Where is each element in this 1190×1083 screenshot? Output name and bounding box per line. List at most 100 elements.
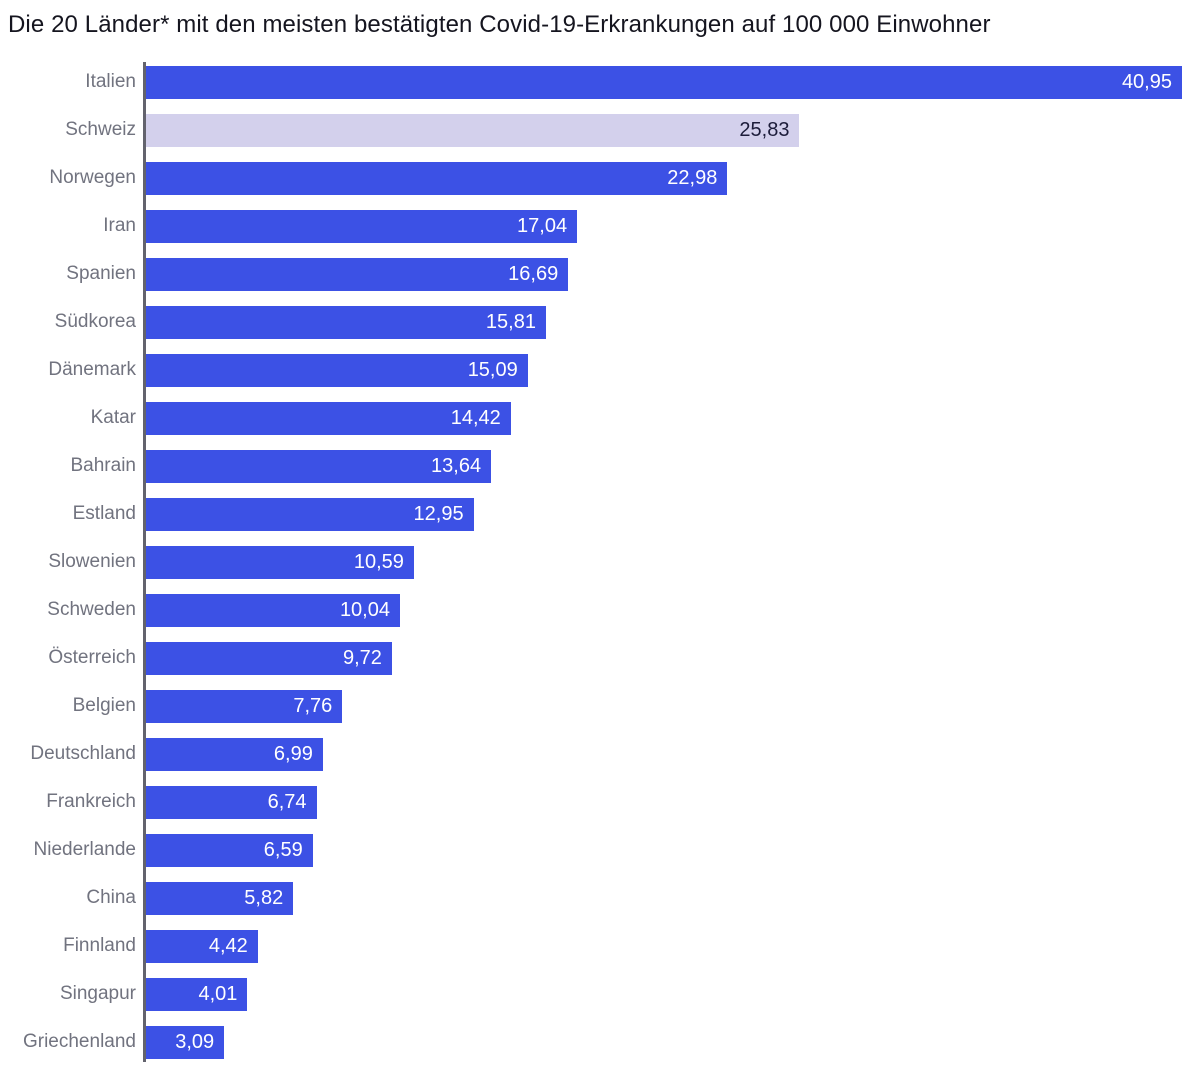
bar-track: 14,42: [143, 394, 1190, 442]
chart-row: Schweiz 25,83: [0, 106, 1190, 154]
chart-row: Katar 14,42: [0, 394, 1190, 442]
bar: 10,59: [146, 545, 414, 579]
chart-row: Iran 17,04: [0, 202, 1190, 250]
country-label: Katar: [90, 407, 136, 428]
bar-track: 22,98: [143, 154, 1190, 202]
country-label: Südkorea: [54, 311, 136, 332]
chart-row: Deutschland 6,99: [0, 730, 1190, 778]
chart-title: Die 20 Länder* mit den meisten bestätigt…: [8, 11, 991, 38]
bar-track: 10,59: [143, 538, 1190, 586]
bar: 40,95: [146, 65, 1182, 99]
value-label: 5,82: [244, 886, 284, 909]
bar-track: 9,72: [143, 634, 1190, 682]
value-label: 10,59: [353, 550, 404, 573]
bar: 17,04: [146, 209, 578, 243]
bar: 13,64: [146, 449, 492, 483]
value-label: 22,98: [667, 166, 718, 189]
country-label: Iran: [103, 215, 136, 236]
bar: 12,95: [146, 497, 474, 531]
bar: 7,76: [146, 689, 343, 723]
country-label: Slowenien: [48, 551, 136, 572]
country-label: Finnland: [63, 935, 136, 956]
bar-track: 40,95: [143, 58, 1190, 106]
bar-track: 7,76: [143, 682, 1190, 730]
bar: 25,83: [146, 113, 800, 147]
bar-track: 4,42: [143, 922, 1190, 970]
value-label: 10,04: [339, 598, 390, 621]
chart-row: Estland 12,95: [0, 490, 1190, 538]
country-label: Schweiz: [65, 119, 136, 140]
value-label: 9,72: [342, 646, 382, 669]
bar-track: 12,95: [143, 490, 1190, 538]
bar-track: 25,83: [143, 106, 1190, 154]
bar-track: 17,04: [143, 202, 1190, 250]
value-label: 3,09: [175, 1030, 215, 1053]
value-label: 6,59: [263, 838, 303, 861]
bar: 14,42: [146, 401, 511, 435]
bar: 6,74: [146, 785, 317, 819]
chart-row: Spanien 16,69: [0, 250, 1190, 298]
bar: 5,82: [146, 881, 294, 915]
chart-row: Norwegen 22,98: [0, 154, 1190, 202]
bar-track: 13,64: [143, 442, 1190, 490]
chart-row: Griechenland 3,09: [0, 1018, 1190, 1066]
bar-track: 15,81: [143, 298, 1190, 346]
value-label: 16,69: [508, 262, 559, 285]
value-label: 40,95: [1121, 70, 1172, 93]
country-label: Griechenland: [22, 1031, 136, 1052]
value-label: 7,76: [293, 694, 333, 717]
value-label: 4,42: [208, 934, 248, 957]
bar-track: 6,99: [143, 730, 1190, 778]
bar-track: 15,09: [143, 346, 1190, 394]
chart-row: Slowenien 10,59: [0, 538, 1190, 586]
bar-track: 6,74: [143, 778, 1190, 826]
country-label: Frankreich: [46, 791, 136, 812]
chart-row: Südkorea 15,81: [0, 298, 1190, 346]
country-label: Schweden: [47, 599, 136, 620]
value-label: 15,09: [467, 358, 518, 381]
country-label: Dänemark: [48, 359, 136, 380]
country-label: Italien: [85, 71, 136, 92]
bar-track: 10,04: [143, 586, 1190, 634]
chart-row: Dänemark 15,09: [0, 346, 1190, 394]
chart-row: China 5,82: [0, 874, 1190, 922]
bar: 6,99: [146, 737, 323, 771]
value-label: 13,64: [431, 454, 482, 477]
country-label: Bahrain: [70, 455, 137, 476]
value-label: 15,81: [485, 310, 536, 333]
bar: 9,72: [146, 641, 392, 675]
bar-track: 4,01: [143, 970, 1190, 1018]
chart-row: Schweden 10,04: [0, 586, 1190, 634]
chart-row: Belgien 7,76: [0, 682, 1190, 730]
value-label: 12,95: [413, 502, 464, 525]
country-label: Deutschland: [30, 743, 136, 764]
chart-row: Österreich 9,72: [0, 634, 1190, 682]
bar-chart: Italien 40,95 Schweiz 25,83 Norwegen 22,98 Ira…: [0, 58, 1190, 1066]
country-label: Belgien: [72, 695, 136, 716]
country-label: Niederlande: [33, 839, 136, 860]
value-label: 25,83: [739, 118, 790, 141]
bar: 4,42: [146, 929, 258, 963]
bar: 16,69: [146, 257, 569, 291]
country-label: Österreich: [48, 647, 136, 668]
bar: 15,09: [146, 353, 528, 387]
country-label: Singapur: [59, 983, 136, 1004]
bar-track: 16,69: [143, 250, 1190, 298]
bar: 22,98: [146, 161, 728, 195]
chart-row: Frankreich 6,74: [0, 778, 1190, 826]
value-label: 6,99: [273, 742, 313, 765]
chart-row: Bahrain 13,64: [0, 442, 1190, 490]
country-label: Norwegen: [49, 167, 136, 188]
bar-track: 6,59: [143, 826, 1190, 874]
bar: 15,81: [146, 305, 546, 339]
bar: 10,04: [146, 593, 400, 627]
y-axis-line: [143, 62, 146, 1062]
chart-row: Finnland 4,42: [0, 922, 1190, 970]
value-label: 4,01: [198, 982, 238, 1005]
country-label: Estland: [72, 503, 136, 524]
bar: 3,09: [146, 1025, 225, 1059]
chart-row: Niederlande 6,59: [0, 826, 1190, 874]
bar: 6,59: [146, 833, 313, 867]
chart-row: Singapur 4,01: [0, 970, 1190, 1018]
country-label: Spanien: [66, 263, 136, 284]
